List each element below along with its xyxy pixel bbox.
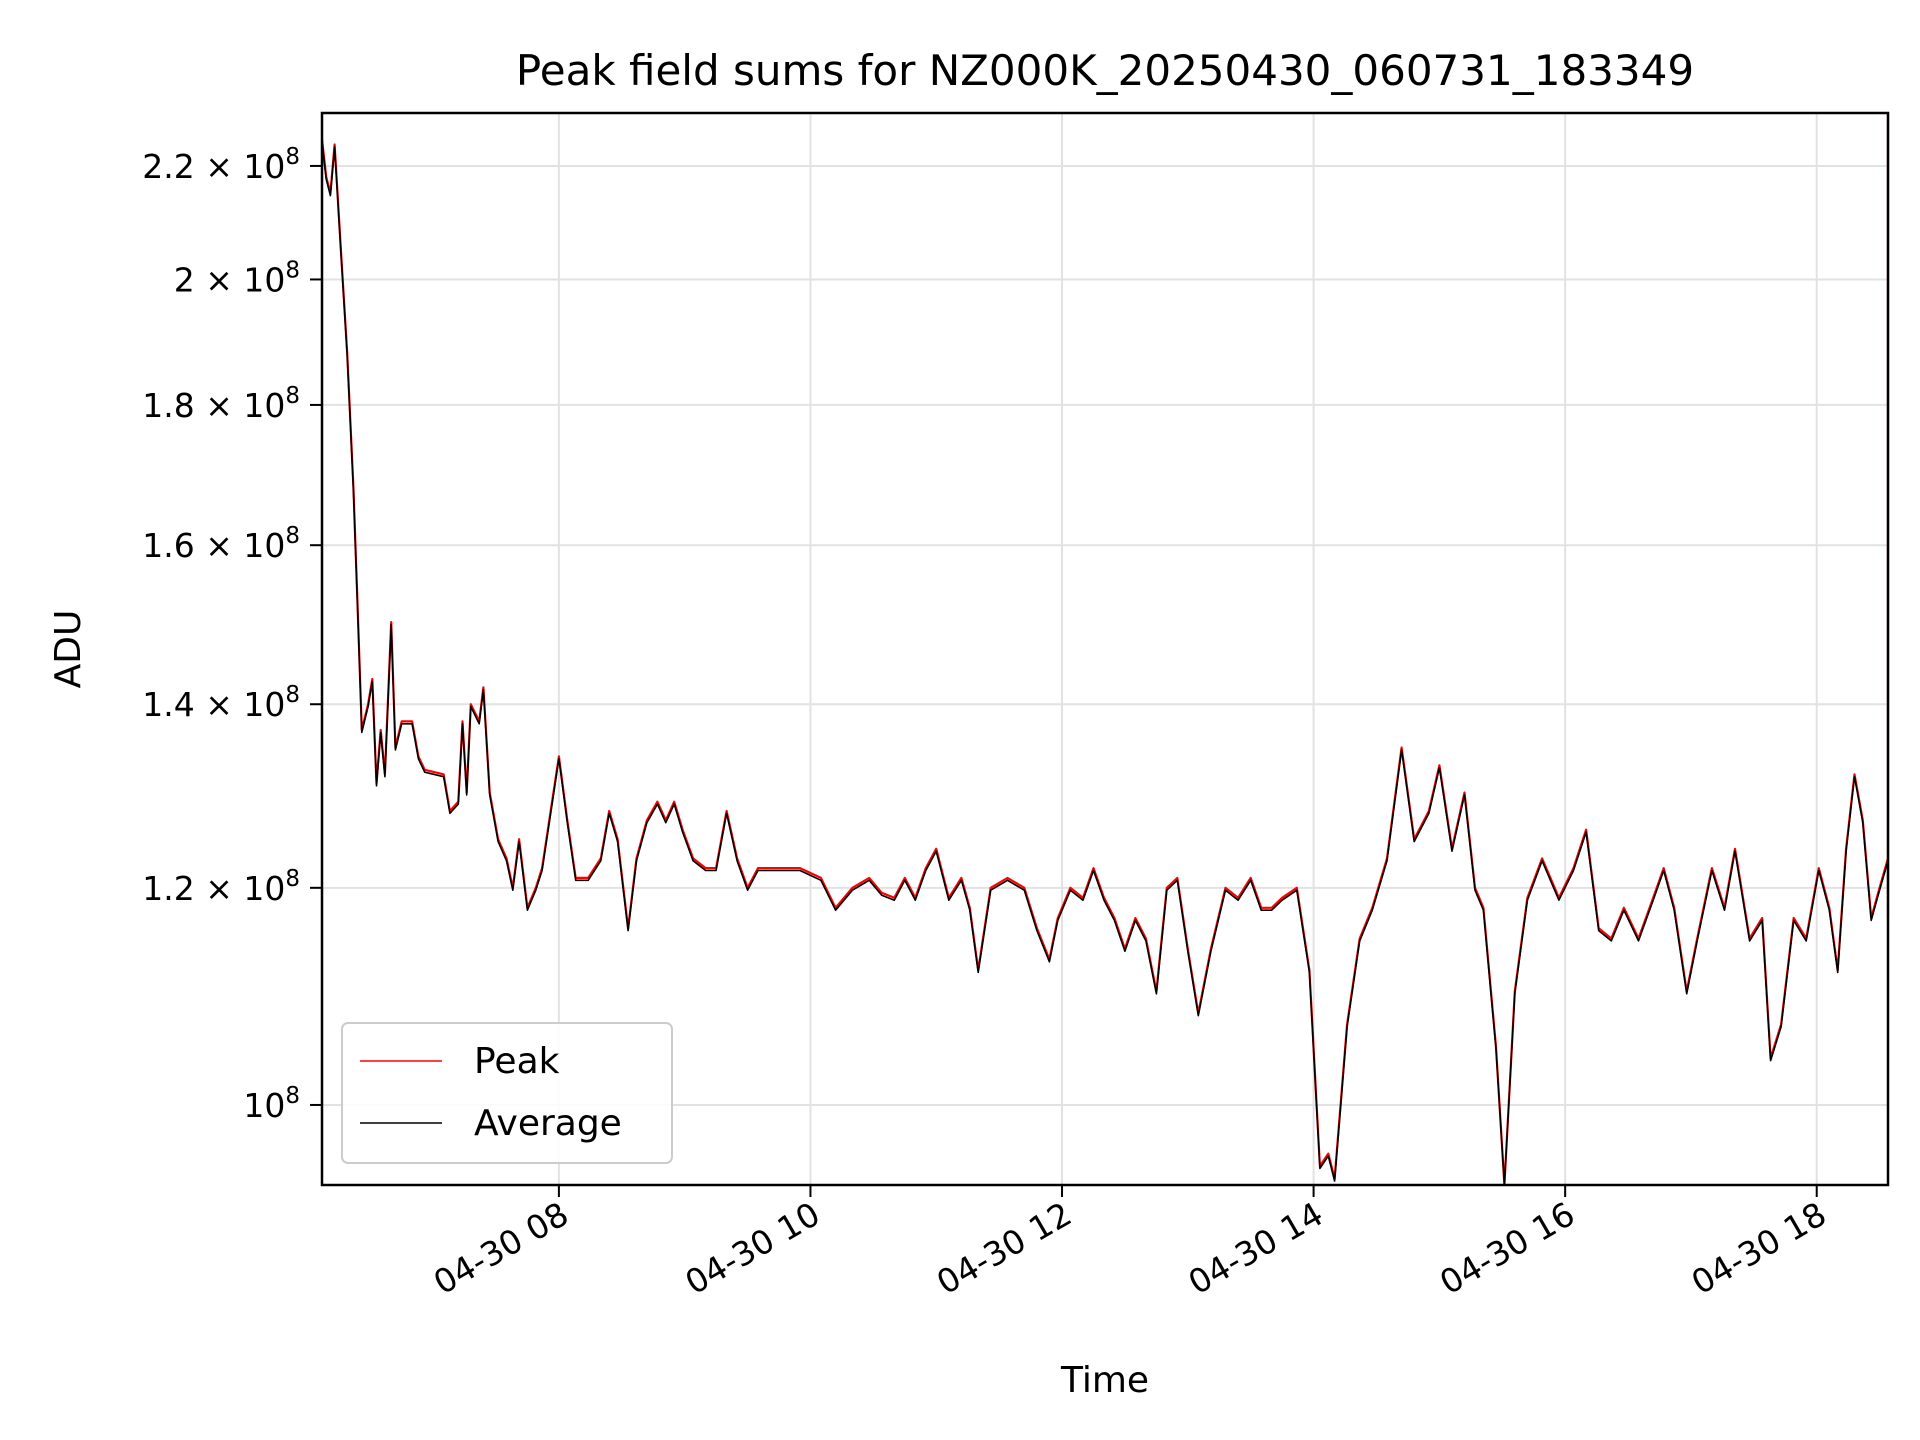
legend-box <box>341 1022 673 1164</box>
series-layer <box>320 113 1890 1187</box>
series-line-average <box>321 115 1889 1186</box>
y-tick-label: 2 × 108 <box>174 257 300 299</box>
chart-title: Peak field sums for NZ000K_20250430_0607… <box>516 46 1694 95</box>
legend-label-average: Average <box>474 1103 622 1144</box>
legend-label-peak: Peak <box>474 1041 560 1082</box>
plot-frame <box>320 111 1890 1187</box>
x-axis-label: Time <box>1060 1360 1149 1401</box>
grid <box>322 113 1888 1185</box>
legend: Peak Average <box>341 1022 673 1164</box>
y-tick-label: 2.2 × 108 <box>142 144 300 186</box>
y-tick-label: 108 <box>243 1083 300 1125</box>
y-tick-label: 1.8 × 108 <box>142 383 300 425</box>
y-tick-label: 1.6 × 108 <box>142 523 300 565</box>
y-axis-label: ADU <box>48 610 89 689</box>
y-tick-label: 1.2 × 108 <box>142 866 300 908</box>
y-tick-label: 1.4 × 108 <box>142 682 300 724</box>
